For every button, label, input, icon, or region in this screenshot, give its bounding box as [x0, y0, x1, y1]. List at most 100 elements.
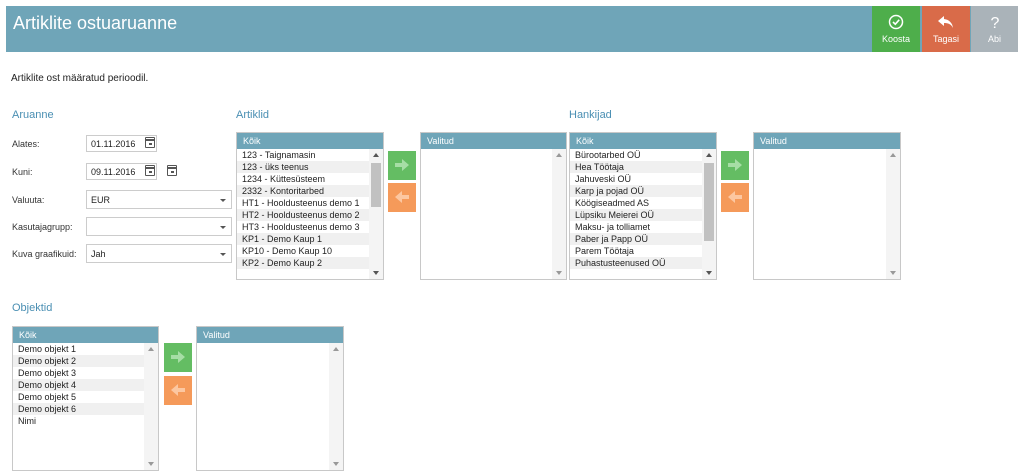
- scrollbar[interactable]: [702, 149, 716, 279]
- artiklid-selected-items: [421, 149, 552, 279]
- list-item[interactable]: KP10 - Demo Kaup 10: [242, 246, 333, 256]
- chevron-down-icon: [220, 253, 226, 256]
- artiklid-items: 123 - Taignamasin 123 - üks teenus 1234 - …: [237, 149, 369, 279]
- valuuta-select[interactable]: EUR: [86, 190, 232, 209]
- scroll-down-icon[interactable]: [333, 462, 339, 466]
- scroll-thumb[interactable]: [371, 163, 381, 207]
- koosta-button[interactable]: Koosta: [872, 6, 920, 52]
- list-item[interactable]: Lüpsiku Meierei OÜ: [570, 209, 702, 221]
- question-icon: ?: [990, 15, 999, 30]
- valuuta-label: Valuuta:: [12, 195, 45, 205]
- abi-button[interactable]: ? Abi: [971, 6, 1018, 52]
- list-item[interactable]: Demo objekt 4: [13, 379, 144, 391]
- list-item[interactable]: 2332 - Kontoritarbed: [237, 185, 369, 197]
- kuva-graafikuid-label: Kuva graafikuid:: [12, 249, 77, 259]
- objektid-selected-header: Valitud: [197, 327, 343, 343]
- scrollbar[interactable]: [144, 343, 158, 470]
- calendar-icon[interactable]: [145, 137, 155, 148]
- kuva-graafikuid-select[interactable]: Jah: [86, 244, 232, 263]
- kuni-input[interactable]: 09.11.2016: [86, 163, 157, 180]
- scroll-up-icon[interactable]: [148, 347, 154, 351]
- list-item[interactable]: Karp ja pojad OÜ: [570, 185, 702, 197]
- list-item[interactable]: Hea Töötaja: [570, 161, 702, 173]
- chevron-down-icon: [220, 199, 226, 202]
- list-item[interactable]: KP2 - Demo Kaup 2: [237, 257, 369, 269]
- arrow-left-icon: [395, 191, 409, 203]
- list-item[interactable]: Paber ja Papp OÜ: [570, 233, 702, 245]
- artiklid-remove-button[interactable]: [388, 183, 416, 212]
- artiklid-all-list[interactable]: Kõik 123 - Taignamasin 123 - üks teenus 12…: [236, 132, 384, 280]
- hankijad-selected-items: [754, 149, 886, 279]
- hankijad-add-button[interactable]: [721, 151, 749, 180]
- artiklid-all-header: Kõik: [237, 133, 383, 149]
- list-item[interactable]: HT2 - Hooldusteenus demo 2: [237, 209, 369, 221]
- scroll-up-icon[interactable]: [890, 153, 896, 157]
- objektid-add-button[interactable]: [164, 343, 192, 372]
- list-item[interactable]: Demo objekt 3: [18, 368, 77, 378]
- arrow-left-icon: [171, 384, 185, 396]
- objektid-selected-items: [197, 343, 329, 470]
- scroll-thumb[interactable]: [704, 163, 714, 241]
- scroll-down-icon[interactable]: [373, 271, 379, 275]
- chevron-down-icon: [220, 226, 226, 229]
- list-item[interactable]: 1234 - Küttesüsteem: [242, 174, 326, 184]
- kuni-label: Kuni:: [12, 167, 33, 177]
- reply-arrow-icon: [938, 16, 953, 28]
- scroll-down-icon[interactable]: [148, 462, 154, 466]
- scrollbar[interactable]: [886, 149, 900, 279]
- list-item[interactable]: Parem Töötaja: [575, 246, 634, 256]
- list-item[interactable]: KP1 - Demo Kaup 1: [237, 233, 369, 245]
- calendar-list-icon[interactable]: [167, 165, 177, 176]
- list-item[interactable]: Jahuveski OÜ: [575, 174, 632, 184]
- valuuta-value: EUR: [91, 195, 111, 205]
- page-header: Artiklite ostuaruanne Koosta Tagasi ? Ab…: [6, 6, 1018, 52]
- hankijad-selected-list[interactable]: Valitud: [753, 132, 901, 280]
- objektid-remove-button[interactable]: [164, 376, 192, 405]
- alates-label: Alates:: [12, 139, 40, 149]
- list-item[interactable]: Köögiseadmed AS: [575, 198, 650, 208]
- alates-input[interactable]: 01.11.2016: [86, 135, 157, 152]
- objektid-all-list[interactable]: Kõik Demo objekt 1 Demo objekt 2 Demo obje…: [12, 326, 159, 471]
- artiklid-add-button[interactable]: [388, 151, 416, 180]
- list-item[interactable]: Demo objekt 2: [13, 355, 144, 367]
- scrollbar[interactable]: [369, 149, 383, 279]
- intro-text: Artiklite ost määratud perioodil.: [11, 73, 149, 84]
- list-item[interactable]: HT1 - Hooldusteenus demo 1: [242, 198, 360, 208]
- list-item[interactable]: Demo objekt 6: [13, 403, 144, 415]
- scroll-up-icon[interactable]: [706, 153, 712, 157]
- list-item[interactable]: Puhastusteenused OÜ: [570, 257, 702, 269]
- hankijad-title: Hankijad: [569, 109, 612, 121]
- list-item[interactable]: Demo objekt 5: [18, 392, 77, 402]
- scroll-up-icon[interactable]: [556, 153, 562, 157]
- hankijad-remove-button[interactable]: [721, 183, 749, 212]
- artiklid-title: Artiklid: [236, 109, 270, 121]
- scroll-down-icon[interactable]: [556, 271, 562, 275]
- list-item[interactable]: 123 - Taignamasin: [242, 150, 316, 160]
- list-item[interactable]: Nimi: [18, 416, 36, 426]
- check-circle-icon: [888, 14, 904, 30]
- list-item[interactable]: Bürootarbed OÜ: [575, 150, 641, 160]
- scroll-up-icon[interactable]: [373, 153, 379, 157]
- arrow-right-icon: [395, 159, 409, 171]
- arrow-right-icon: [171, 351, 185, 363]
- objektid-selected-list[interactable]: Valitud: [196, 326, 344, 471]
- tagasi-button[interactable]: Tagasi: [922, 6, 970, 52]
- hankijad-all-list[interactable]: Kõik Bürootarbed OÜ Hea Töötaja Jahuveski …: [569, 132, 717, 280]
- objektid-title: Objektid: [12, 302, 53, 314]
- list-item[interactable]: 123 - üks teenus: [237, 161, 369, 173]
- calendar-icon[interactable]: [145, 165, 155, 176]
- scrollbar[interactable]: [552, 149, 566, 279]
- arrow-right-icon: [728, 159, 742, 171]
- scroll-down-icon[interactable]: [890, 271, 896, 275]
- list-item[interactable]: Maksu- ja tolliamet: [575, 222, 651, 232]
- scroll-up-icon[interactable]: [333, 347, 339, 351]
- artiklid-selected-list[interactable]: Valitud: [420, 132, 567, 280]
- scrollbar[interactable]: [329, 343, 343, 470]
- scroll-down-icon[interactable]: [706, 271, 712, 275]
- list-item[interactable]: HT3 - Hooldusteenus demo 3: [242, 222, 360, 232]
- kasutajagrupp-label: Kasutajagrupp:: [12, 222, 73, 232]
- kasutajagrupp-select[interactable]: [86, 217, 232, 236]
- abi-label: Abi: [987, 34, 1001, 44]
- list-item[interactable]: Demo objekt 1: [18, 344, 77, 354]
